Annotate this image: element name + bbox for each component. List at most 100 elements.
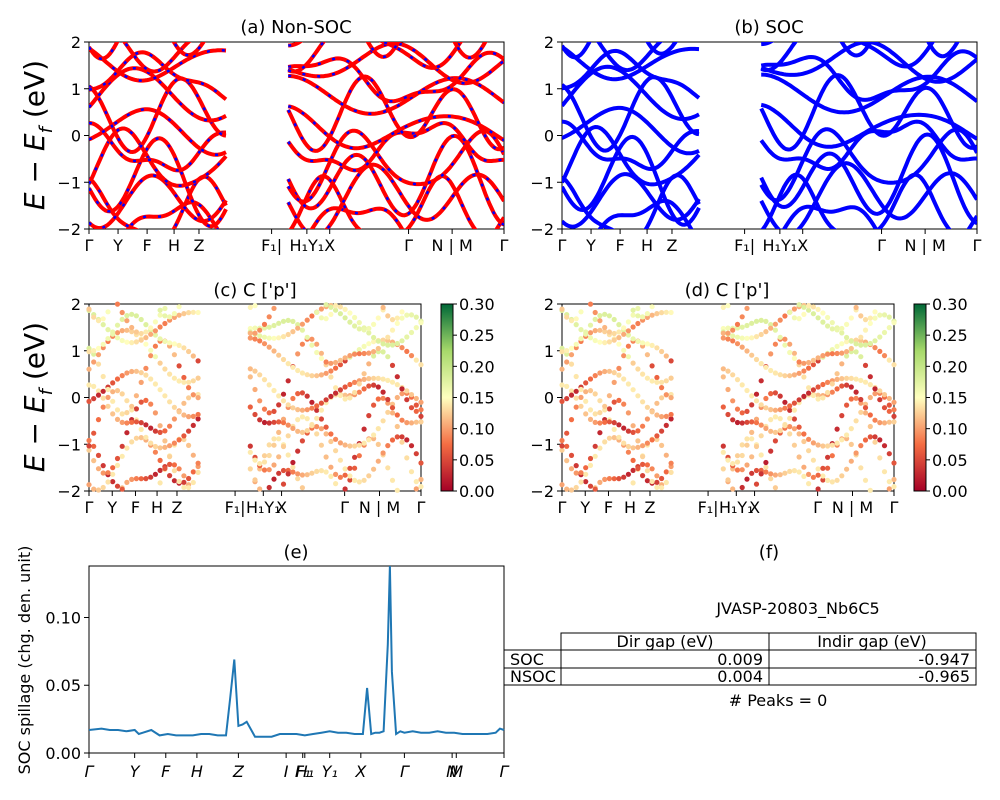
projected-band-point: [834, 327, 840, 333]
projected-band-point: [853, 341, 859, 347]
projected-band-point: [611, 399, 617, 405]
projected-band-point: [328, 304, 334, 310]
projected-band-point: [261, 453, 268, 459]
projected-band-point: [371, 466, 377, 472]
projected-band-point: [295, 448, 301, 454]
projected-band-point: [867, 374, 873, 380]
projected-band-point: [361, 371, 367, 377]
projected-band-point: [844, 402, 850, 408]
projected-band-point: [110, 465, 116, 471]
projected-band-point: [114, 335, 121, 341]
projected-band-point: [181, 473, 187, 479]
projected-band-point: [266, 484, 272, 491]
projected-band-point: [568, 318, 575, 324]
projected-band-point: [309, 336, 315, 342]
projected-band-point: [753, 467, 760, 474]
projected-band-point: [162, 313, 168, 319]
projected-band-point: [829, 351, 835, 357]
projected-band-point: [597, 318, 603, 324]
projected-band-point: [394, 423, 400, 430]
projected-band-point: [176, 342, 182, 348]
projected-band-point: [366, 437, 372, 443]
projected-band-point: [133, 406, 139, 412]
projected-band-point: [877, 420, 883, 426]
projected-band-point: [734, 406, 741, 412]
projected-band-point: [602, 439, 608, 445]
table-cell-dir: 0.004: [717, 667, 763, 686]
projected-band-point: [138, 476, 144, 482]
projected-band-point: [763, 318, 769, 324]
projected-band-point: [285, 452, 291, 458]
projected-band-point: [356, 453, 362, 459]
panel-e-frame: [88, 565, 505, 754]
projected-band-point: [171, 416, 177, 422]
projected-band-point: [625, 449, 632, 455]
band-line-nonsoc-dash: [89, 51, 504, 103]
projected-band-point: [389, 327, 396, 333]
projected-band-point: [630, 360, 636, 366]
projected-band-point: [314, 407, 320, 413]
projected-band-point: [815, 384, 821, 390]
projected-band-point: [834, 386, 840, 392]
projected-band-point: [347, 473, 353, 479]
projected-band-point: [635, 465, 641, 472]
projected-band-point: [881, 312, 888, 318]
projected-band-point: [739, 467, 745, 473]
projected-band-point: [304, 334, 310, 340]
projected-band-point: [352, 454, 358, 460]
panel-b-xtick-label: F: [615, 236, 624, 255]
projected-band-point: [394, 412, 400, 418]
projected-band-point: [602, 311, 608, 317]
projected-band-point: [385, 354, 391, 360]
projected-band-point: [768, 417, 774, 423]
projected-band-point: [777, 393, 783, 399]
projected-band-point: [133, 435, 139, 441]
projected-band-point: [848, 375, 854, 381]
projected-band-point: [176, 409, 182, 415]
projected-band-point: [649, 409, 655, 415]
projected-band-point: [753, 356, 760, 363]
projected-band-point: [763, 405, 769, 411]
projected-band-point: [659, 379, 665, 385]
projected-band-point: [385, 465, 391, 471]
projected-band-point: [190, 422, 196, 428]
projected-band-point: [271, 322, 277, 329]
projected-band-point: [385, 313, 391, 319]
projected-band-point: [734, 459, 741, 465]
projected-band-point: [806, 365, 812, 371]
projected-band-point: [181, 484, 187, 490]
projected-band-point: [763, 459, 769, 466]
projected-band-point: [371, 382, 377, 388]
projected-band-point: [261, 459, 268, 465]
projected-band-point: [825, 477, 831, 483]
projected-band-point: [720, 304, 726, 310]
projected-band-point: [611, 337, 617, 343]
projected-band-point: [323, 424, 329, 430]
projected-band-point: [285, 471, 291, 477]
projected-band-point: [352, 389, 358, 396]
band-line-soc: [562, 124, 977, 203]
projected-band-point: [266, 324, 272, 330]
panel-a-xtick-label: X: [324, 236, 335, 255]
projected-band-point: [768, 391, 774, 397]
projected-band-point: [295, 367, 301, 374]
projected-band-point: [877, 397, 883, 403]
projected-band-point: [573, 395, 579, 401]
projected-band-point: [744, 335, 750, 341]
panel-d-ytick-label: 2: [544, 295, 554, 314]
projected-band-point: [635, 305, 641, 312]
projected-band-point: [758, 317, 764, 323]
projected-band-point: [394, 434, 400, 440]
projected-band-point: [100, 322, 106, 328]
projected-band-point: [844, 349, 850, 355]
projected-band-point: [877, 312, 883, 318]
panel-b-xtick-label: Γ: [973, 236, 982, 255]
projected-band-point: [654, 374, 660, 381]
projected-band-point: [110, 411, 116, 417]
projected-band-point: [100, 341, 106, 347]
projected-band-point: [361, 376, 367, 382]
panel-c-xtick-label: H₁Y₁: [246, 498, 281, 517]
projected-band-point: [190, 378, 196, 384]
projected-band-point: [763, 464, 769, 470]
